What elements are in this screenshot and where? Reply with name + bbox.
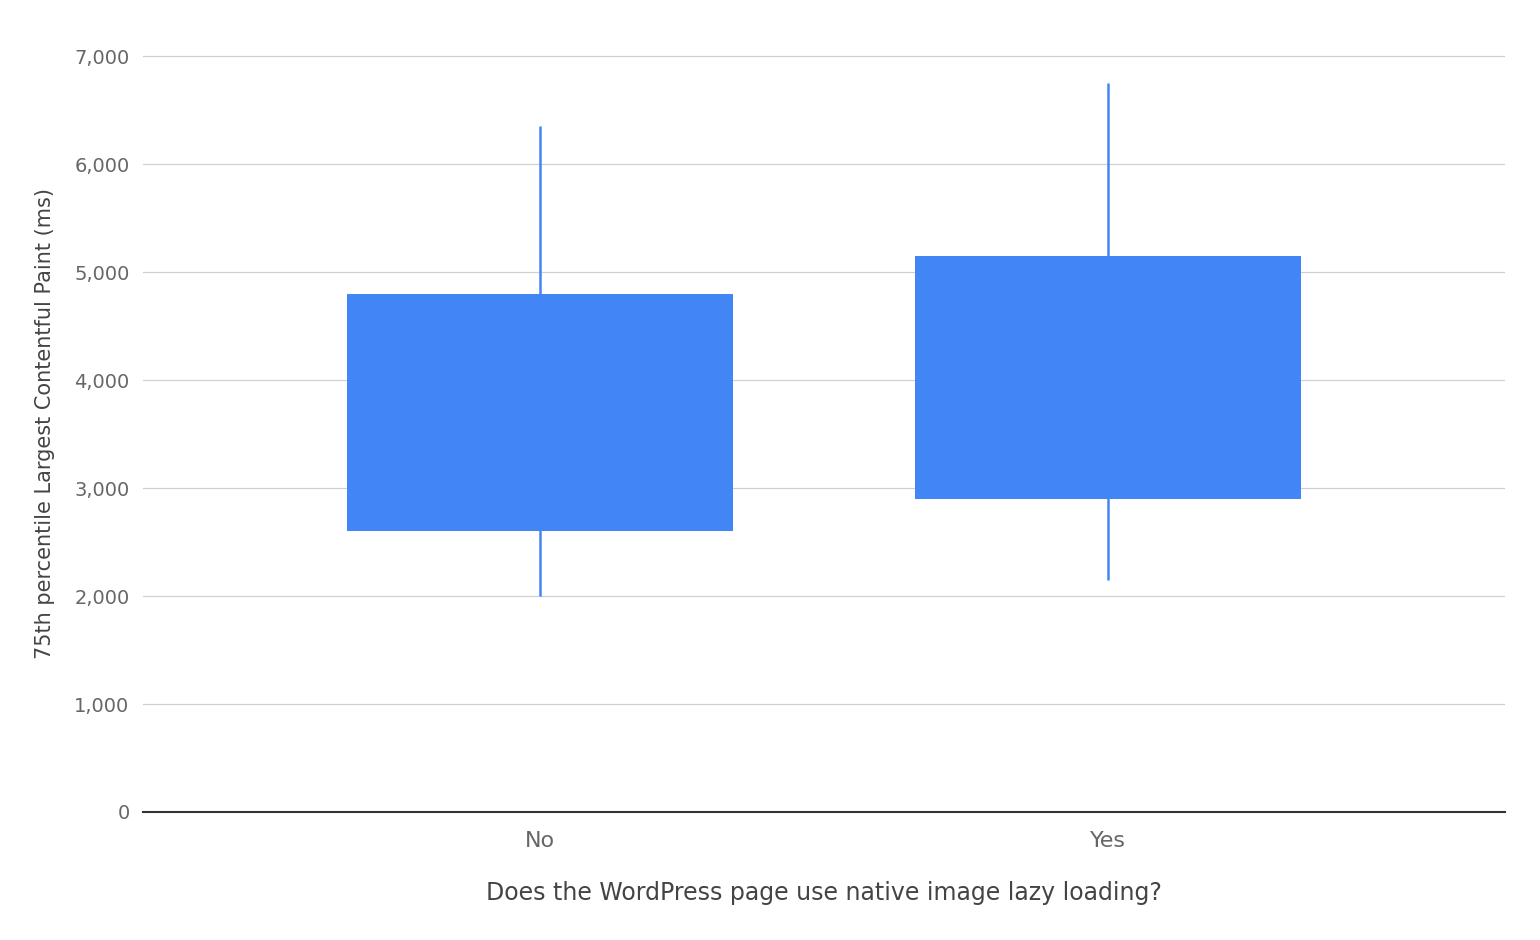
Y-axis label: 75th percentile Largest Contentful Paint (ms): 75th percentile Largest Contentful Paint… <box>35 188 55 659</box>
FancyBboxPatch shape <box>346 294 733 531</box>
X-axis label: Does the WordPress page use native image lazy loading?: Does the WordPress page use native image… <box>487 882 1163 905</box>
FancyBboxPatch shape <box>915 256 1301 499</box>
